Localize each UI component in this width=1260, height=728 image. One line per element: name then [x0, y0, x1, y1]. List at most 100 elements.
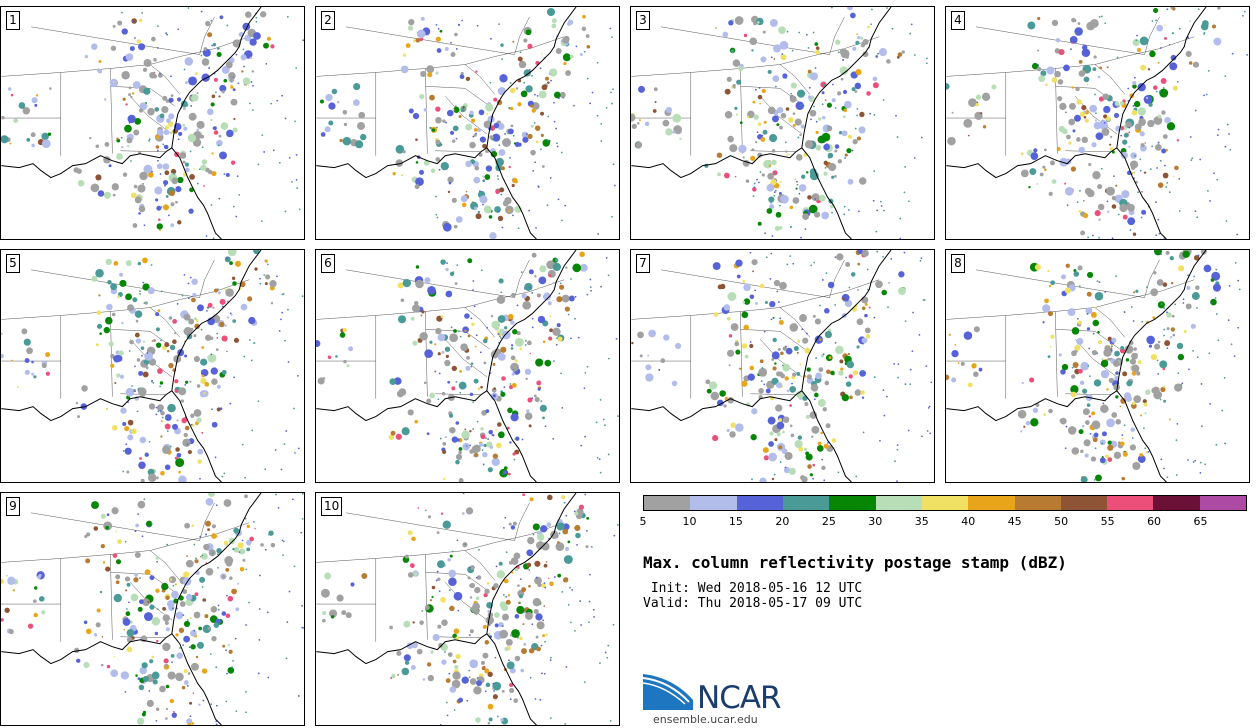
reflectivity-cell: [789, 386, 797, 393]
reflectivity-cell: [771, 159, 777, 166]
reflectivity-cell: [139, 666, 147, 675]
reflectivity-speckle: [822, 353, 825, 356]
reflectivity-cell: [536, 380, 542, 386]
reflectivity-cell: [1073, 269, 1077, 273]
reflectivity-cell: [452, 139, 456, 143]
reflectivity-cell: [1091, 142, 1097, 148]
reflectivity-cell: [1144, 412, 1147, 415]
reflectivity-cell: [776, 371, 782, 377]
reflectivity-cell: [189, 629, 197, 637]
reflectivity-cell: [535, 635, 539, 639]
reflectivity-cell: [478, 109, 485, 116]
reflectivity-cell: [789, 424, 793, 428]
reflectivity-speckle: [200, 370, 203, 373]
reflectivity-cell: [473, 176, 481, 184]
reflectivity-cell: [1168, 418, 1171, 421]
reflectivity-speckle: [1065, 425, 1068, 428]
reflectivity-speckle: [1064, 447, 1067, 450]
reflectivity-cell: [462, 106, 465, 109]
reflectivity-speckle: [199, 477, 201, 480]
member-number: 10: [321, 497, 343, 516]
reflectivity-cell: [407, 530, 413, 536]
reflectivity-cell: [454, 282, 458, 285]
reflectivity-speckle: [584, 435, 586, 438]
reflectivity-cell: [175, 458, 185, 468]
reflectivity-cell: [164, 342, 170, 348]
reflectivity-cell: [1114, 350, 1120, 357]
reflectivity-cell: [1079, 380, 1085, 386]
reflectivity-cell: [548, 336, 553, 341]
reflectivity-cell: [510, 347, 514, 350]
coastline: [486, 250, 577, 391]
reflectivity-cell: [157, 73, 163, 78]
reflectivity-cell: [794, 118, 802, 126]
reflectivity-speckle: [907, 429, 910, 432]
reflectivity-cell: [172, 423, 178, 430]
reflectivity-cell: [756, 17, 764, 26]
reflectivity-cell: [563, 61, 567, 66]
reflectivity-speckle: [1196, 216, 1199, 219]
reflectivity-cell: [455, 459, 460, 465]
reflectivity-speckle: [143, 224, 146, 227]
reflectivity-cell: [158, 218, 161, 221]
reflectivity-cell: [125, 260, 132, 267]
reflectivity-speckle: [491, 138, 494, 141]
reflectivity-cell: [846, 148, 852, 154]
reflectivity-cell: [163, 658, 169, 664]
reflectivity-speckle: [1194, 109, 1197, 112]
reflectivity-speckle: [458, 330, 460, 333]
reflectivity-cell: [31, 143, 35, 148]
reflectivity-cell: [253, 250, 260, 255]
reflectivity-speckle: [769, 277, 772, 280]
reflectivity-cell: [1213, 37, 1222, 46]
reflectivity-cell: [1120, 441, 1125, 447]
reflectivity-speckle: [574, 630, 576, 632]
reflectivity-cell: [1043, 413, 1047, 416]
reflectivity-cell: [671, 380, 678, 387]
reflectivity-cell: [126, 646, 133, 653]
reflectivity-speckle: [172, 607, 174, 610]
reflectivity-cell: [135, 319, 139, 323]
reflectivity-speckle: [749, 251, 752, 254]
reflectivity-cell: [679, 137, 682, 141]
reflectivity-speckle: [456, 539, 459, 542]
reflectivity-cell: [517, 102, 522, 107]
reflectivity-cell: [453, 628, 460, 634]
reflectivity-cell: [856, 136, 861, 141]
reflectivity-cell: [177, 220, 182, 225]
reflectivity-speckle: [896, 444, 899, 447]
reflectivity-cell: [168, 362, 174, 369]
reflectivity-cell: [470, 605, 479, 613]
reflectivity-cell: [402, 150, 406, 154]
reflectivity-cell: [400, 298, 405, 303]
reflectivity-cell: [1153, 390, 1163, 400]
reflectivity-speckle: [450, 326, 453, 329]
reflectivity-cell: [389, 625, 393, 630]
reflectivity-speckle: [1094, 447, 1097, 450]
reflectivity-speckle: [580, 624, 583, 626]
reflectivity-cell: [508, 522, 512, 526]
reflectivity-cell: [440, 315, 444, 318]
reflectivity-cell: [1137, 48, 1142, 53]
reflectivity-speckle: [166, 33, 169, 36]
reflectivity-cell: [155, 342, 162, 348]
reflectivity-cell: [102, 561, 106, 564]
reflectivity-cell: [163, 129, 170, 136]
reflectivity-speckle: [1100, 167, 1103, 170]
reflectivity-speckle: [253, 520, 255, 523]
reflectivity-cell: [735, 259, 743, 267]
reflectivity-cell: [419, 332, 428, 341]
reflectivity-cell: [183, 669, 188, 673]
reflectivity-cell: [165, 195, 169, 198]
reflectivity-cell: [331, 88, 338, 95]
reflectivity-cell: [392, 171, 396, 176]
reflectivity-cell: [638, 119, 641, 122]
reflectivity-cell: [1131, 371, 1137, 376]
reflectivity-cell: [328, 609, 338, 618]
reflectivity-cell: [864, 327, 871, 334]
reflectivity-cell: [539, 265, 547, 273]
state-border: [514, 16, 530, 55]
reflectivity-cell: [99, 332, 102, 335]
reflectivity-cell: [1060, 369, 1066, 375]
state-border: [1075, 339, 1117, 378]
